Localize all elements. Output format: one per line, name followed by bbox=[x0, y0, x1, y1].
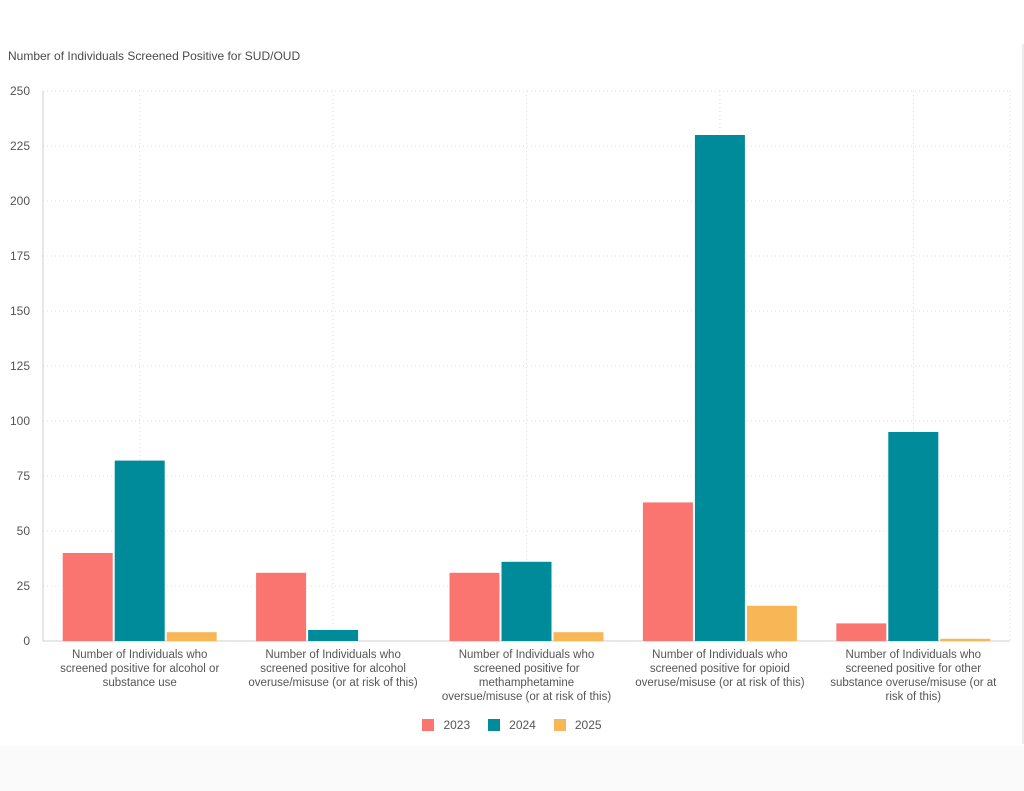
x-category-label-line: overuse/misuse (or at risk of this) bbox=[248, 677, 418, 689]
chart-frame: Number of Individuals Screened Positive … bbox=[0, 44, 1024, 744]
y-tick-label: 25 bbox=[17, 579, 31, 593]
bar-2024-category-5 bbox=[888, 432, 939, 641]
legend-swatch bbox=[422, 719, 435, 731]
x-category-label-line: Number of Individuals who bbox=[72, 649, 208, 661]
x-category-label-line: screened positive for bbox=[473, 663, 579, 675]
legend-label: 2023 bbox=[443, 718, 471, 732]
x-category-label-line: substance overuse/misuse (or at bbox=[830, 677, 997, 689]
legend: 2023 2024 2025 bbox=[0, 718, 1024, 732]
bar-2024-category-1 bbox=[114, 460, 165, 641]
x-category-label-line: screened positive for alcohol bbox=[260, 663, 406, 675]
x-category-label: Number of Individuals who screened positi… bbox=[60, 649, 219, 689]
y-tick-label: 250 bbox=[10, 84, 30, 98]
bar-2023-category-2 bbox=[256, 572, 307, 641]
bar-2025-category-5 bbox=[940, 638, 991, 641]
y-tick-label: 150 bbox=[10, 304, 30, 318]
chart-title: Number of Individuals Screened Positive … bbox=[8, 49, 301, 63]
x-category-label-line: risk of this) bbox=[886, 691, 942, 703]
bottom-band bbox=[0, 746, 1024, 791]
x-category-label: Number of Individuals who screened positi… bbox=[830, 649, 997, 703]
axis-labels: 0 25 50 75 100 125 150 175 200 225 250 Number of In… bbox=[10, 84, 997, 703]
bar-2025-category-1 bbox=[166, 632, 217, 641]
grid-lines bbox=[43, 90, 1011, 641]
y-tick-label: 175 bbox=[10, 249, 30, 263]
bar-2024-category-4 bbox=[694, 135, 745, 641]
axes bbox=[42, 91, 1010, 642]
bar-2024-category-2 bbox=[308, 630, 359, 641]
x-category-label-line: Number of Individuals who bbox=[846, 649, 982, 661]
legend-swatch bbox=[488, 719, 501, 731]
y-tick-label: 75 bbox=[17, 469, 31, 483]
x-category-label-line: methamphetamine bbox=[479, 677, 574, 689]
x-category-label-line: screened positive for alcohol or bbox=[60, 663, 219, 675]
x-category-label-line: Number of Individuals who bbox=[265, 649, 401, 661]
bar-chart: 0 25 50 75 100 125 150 175 200 225 250 Number of In… bbox=[10, 84, 1011, 703]
legend-item-2025[interactable]: 2025 bbox=[553, 718, 602, 732]
legend-item-2024[interactable]: 2024 bbox=[488, 718, 536, 732]
x-category-label-line: substance use bbox=[103, 677, 177, 689]
x-category-label: Number of Individuals who screened positi… bbox=[442, 649, 612, 703]
x-category-label-line: oversue/misuse (or at risk of this) bbox=[442, 691, 612, 703]
bar-2023-category-4 bbox=[642, 502, 693, 641]
y-tick-label: 0 bbox=[23, 634, 30, 648]
frame-edge bbox=[1022, 44, 1024, 744]
bar-2023-category-5 bbox=[836, 623, 887, 641]
y-tick-label: 50 bbox=[17, 524, 31, 538]
bar-2024-category-3 bbox=[501, 561, 552, 641]
legend-swatch bbox=[553, 719, 566, 731]
y-tick-label: 100 bbox=[10, 414, 30, 428]
x-category-label-line: overuse/misuse (or at risk of this) bbox=[635, 677, 805, 689]
y-tick-label: 225 bbox=[10, 139, 30, 153]
x-category-label: Number of Individuals who screened positi… bbox=[248, 649, 418, 689]
legend-label: 2024 bbox=[509, 718, 536, 732]
x-category-label: Number of Individuals who screened positi… bbox=[635, 649, 805, 689]
x-category-label-line: screened positive for other bbox=[846, 663, 982, 675]
y-tick-label: 125 bbox=[10, 359, 30, 373]
bar-2023-category-3 bbox=[449, 572, 500, 641]
x-category-label-line: Number of Individuals who bbox=[652, 649, 788, 661]
bar-2025-category-3 bbox=[553, 632, 604, 641]
bars bbox=[62, 135, 991, 641]
bar-2023-category-1 bbox=[62, 553, 113, 641]
legend-label: 2025 bbox=[574, 718, 602, 732]
x-category-label-line: Number of Individuals who bbox=[459, 649, 595, 661]
y-tick-label: 200 bbox=[10, 194, 30, 208]
x-category-label-line: screened positive for opioid bbox=[650, 663, 790, 675]
bar-2025-category-4 bbox=[746, 605, 797, 641]
legend-item-2023[interactable]: 2023 bbox=[422, 718, 470, 732]
